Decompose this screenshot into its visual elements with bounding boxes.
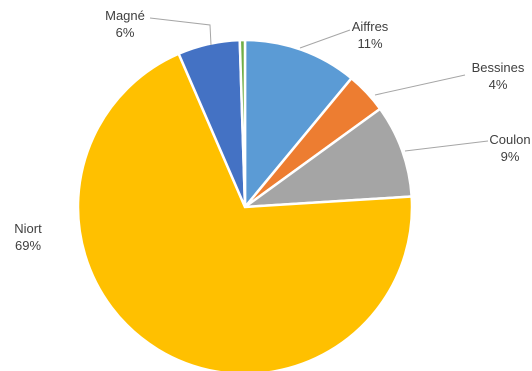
data-label-aiffres: Aiffres 11%: [352, 19, 389, 51]
leader-line-coulon: [404, 140, 489, 152]
data-label-percent: 11%: [357, 36, 382, 51]
pie-slice-niort: [76, 52, 414, 371]
leader-line-magne: [149, 17, 212, 46]
pie-slices: [76, 38, 414, 371]
leader-lines: [149, 17, 489, 152]
leader-line-bessines: [374, 74, 466, 96]
data-label-percent: 4%: [489, 77, 508, 92]
data-label-coulon: Coulon 9%: [489, 132, 530, 164]
pie-slice-aiffres: [243, 38, 354, 211]
data-label-name: Magné: [105, 8, 145, 23]
data-label-name: Aiffres: [352, 19, 389, 34]
data-label-name: Coulon: [489, 132, 530, 147]
data-label-percent: 9%: [501, 149, 520, 164]
pie-slice-slice-5: [238, 38, 247, 208]
data-label-percent: 6%: [116, 25, 135, 40]
data-label-bessines: Bessines 4%: [472, 60, 525, 92]
data-labels: Aiffres 11% Bessines 4% Coulon 9% Niort 69% Magn…: [14, 8, 530, 253]
data-label-magne: Magné 6%: [105, 8, 145, 40]
data-label-niort: Niort 69%: [14, 221, 42, 253]
data-label-percent: 69%: [15, 238, 41, 253]
pie-slice-coulon: [240, 107, 413, 209]
data-label-name: Bessines: [472, 60, 525, 75]
leader-line-aiffres: [299, 29, 351, 49]
data-label-name: Niort: [14, 221, 42, 236]
